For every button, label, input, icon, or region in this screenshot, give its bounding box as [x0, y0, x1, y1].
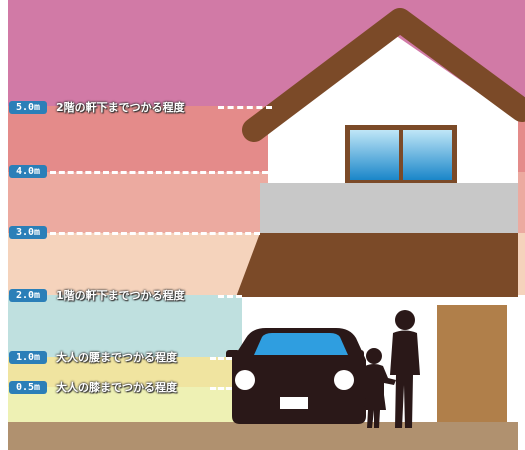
band-05m	[8, 357, 242, 387]
depth-label-2m: 1階の軒下までつかる程度	[56, 289, 185, 302]
level-line-05m	[210, 387, 232, 390]
level-line-2m	[218, 295, 242, 298]
depth-badge-05m: 0.5m	[9, 381, 47, 394]
level-line-1m	[210, 357, 232, 360]
depth-badge-4m: 4.0m	[9, 165, 47, 178]
window-icon	[345, 125, 457, 183]
ground	[8, 422, 518, 450]
band-0m	[8, 387, 242, 422]
depth-label-5m: 2階の軒下までつかる程度	[56, 101, 185, 114]
depth-label-05m: 大人の膝までつかる程度	[56, 381, 177, 394]
band-1m	[8, 295, 242, 357]
depth-label-1m: 大人の腰までつかる程度	[56, 351, 177, 364]
car-icon	[226, 328, 366, 424]
level-line-5m	[218, 106, 272, 109]
depth-badge-5m: 5.0m	[9, 101, 47, 114]
level-line-3m	[50, 232, 260, 235]
house-icon	[236, 8, 525, 422]
depth-badge-1m: 1.0m	[9, 351, 47, 364]
depth-badge-2m: 2.0m	[9, 289, 47, 302]
child-figure-icon	[364, 348, 396, 428]
level-line-4m	[50, 171, 268, 174]
adult-figure-icon	[390, 310, 420, 428]
depth-badge-3m: 3.0m	[9, 226, 47, 239]
door-icon	[437, 305, 507, 422]
